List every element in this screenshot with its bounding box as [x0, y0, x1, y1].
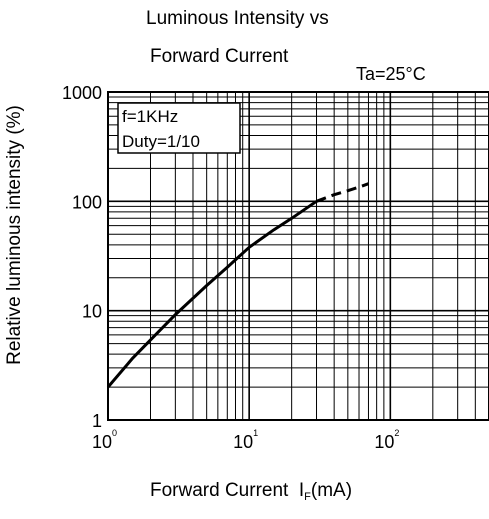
annotation-frequency: f=1KHz: [122, 107, 178, 126]
x-axis-subscript: F: [304, 491, 311, 503]
series-line-dashed: [315, 182, 370, 203]
x-axis-label-text: Forward Current: [150, 480, 289, 501]
series-line-solid: [106, 200, 318, 389]
x-tick-exponent: 1: [253, 428, 258, 438]
x-axis-unit: (mA): [310, 480, 353, 501]
x-axis-symbol: I: [298, 480, 305, 501]
x-tick-exponent: 0: [112, 428, 117, 438]
y-tick-label: 1000: [62, 83, 102, 103]
series-group: [106, 182, 370, 389]
x-tick-label: 10: [374, 432, 394, 452]
x-tick-label: 10: [92, 432, 112, 452]
x-tick-exponent: 2: [394, 428, 399, 438]
annotation-background: [117, 102, 241, 154]
plot-frame: [107, 91, 489, 421]
annotation-box: f=1KHz Duty=1/10: [117, 102, 241, 154]
y-tick-label: 100: [72, 192, 102, 212]
x-tick-label: 10: [233, 432, 253, 452]
x-axis-label: Forward Current IF(mA): [150, 480, 352, 503]
y-tick-label: 10: [82, 302, 102, 322]
y-tick-label: 1: [92, 411, 102, 431]
annotation-duty: Duty=1/10: [122, 132, 200, 151]
chart-title-line-2: Forward Current: [150, 46, 289, 67]
chart-title-line-1: Luminous Intensity vs: [146, 8, 329, 29]
temperature-condition: Ta=25°C: [356, 64, 426, 84]
